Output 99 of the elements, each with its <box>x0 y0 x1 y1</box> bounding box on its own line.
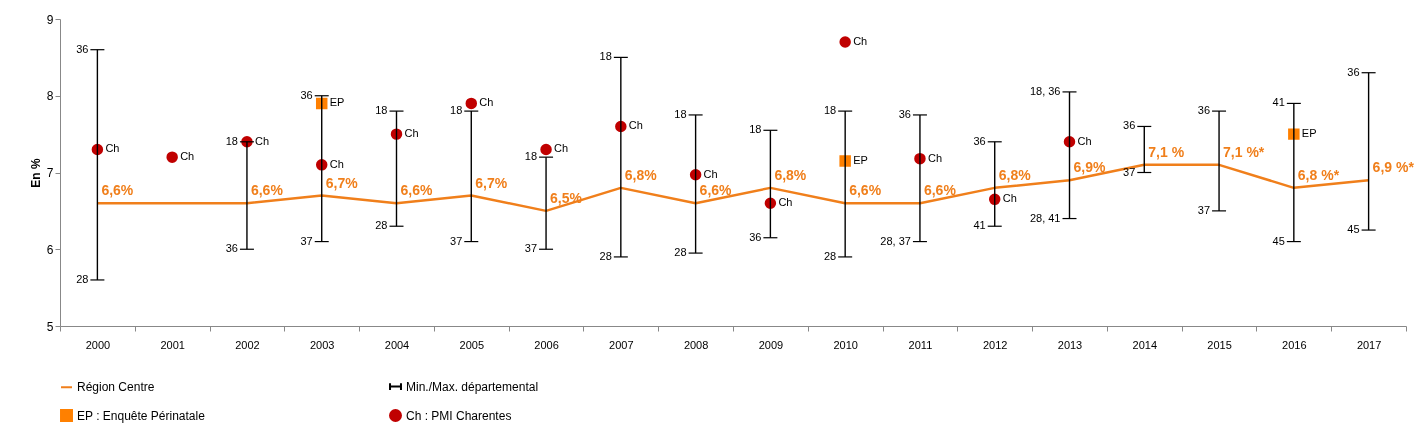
annotation: 18 <box>524 150 538 163</box>
data-label: Ch <box>703 167 718 180</box>
point <box>465 97 478 110</box>
annotation: 18 <box>749 123 762 136</box>
data-label: Ch <box>254 134 270 147</box>
point <box>839 36 851 48</box>
annotation: 36 <box>1347 65 1360 78</box>
data-label: Ch <box>628 119 643 132</box>
x-tick-label: 2014 <box>1132 338 1158 351</box>
data-label: Ch <box>554 142 569 155</box>
data-label: EP <box>1301 127 1317 140</box>
annotation: 41 <box>1272 96 1285 109</box>
y-tick-label: 6 <box>46 242 54 257</box>
annotation: 28, 37 <box>880 234 911 247</box>
y-axis-title: En % <box>28 158 43 188</box>
annotation: 36 <box>973 134 986 147</box>
x-tick-label: 2005 <box>459 338 485 351</box>
y-tick-label: 9 <box>46 12 54 27</box>
annotation: 45 <box>1272 234 1285 247</box>
x-tick-label: 2006 <box>534 338 559 351</box>
x-tick-label: 2013 <box>1057 338 1083 351</box>
data-label: Ch <box>1077 134 1092 147</box>
data-label: Ch <box>778 196 793 209</box>
x-tick-label: 2017 <box>1356 338 1382 351</box>
x-tick-label: 2016 <box>1282 338 1307 351</box>
x-tick-label: 2008 <box>683 338 709 351</box>
annotation: 18 <box>375 104 388 117</box>
x-tick-label: 2007 <box>609 338 634 351</box>
data-label: Ch <box>180 150 195 163</box>
annotation: 18 <box>450 104 463 117</box>
annotation: 28 <box>599 249 612 262</box>
annotation: 36 <box>300 88 313 101</box>
data-label: 6,9 %* <box>1372 159 1415 176</box>
data-label: 6,6% <box>400 182 433 199</box>
data-label: 6,8% <box>998 166 1032 183</box>
data-label: 6,6% <box>923 182 957 199</box>
annotation: 28 <box>375 219 388 232</box>
annotation: 18 <box>674 107 687 120</box>
legend-label: EP : Enquête Périnatale <box>77 408 206 423</box>
data-label: Ch <box>1002 192 1017 205</box>
x-tick-label: 2009 <box>758 338 784 351</box>
annotation: 18, 36 <box>1029 84 1061 97</box>
data-label: EP <box>329 96 345 109</box>
legend-label: Min./Max. départemental <box>406 379 539 394</box>
annotation: 36 <box>1197 104 1211 117</box>
data-label: 7,1 %* <box>1223 143 1265 160</box>
annotation: 36 <box>898 107 911 120</box>
data-label: Ch <box>105 142 120 155</box>
legend-label: Région Centre <box>77 380 155 395</box>
x-tick-label: 2003 <box>309 338 335 351</box>
data-label: Ch <box>853 35 868 48</box>
annotation: 37 <box>524 242 538 255</box>
data-label: 6,9% <box>1073 159 1106 176</box>
data-label: 7,1 % <box>1148 143 1185 160</box>
annotation: 28, 41 <box>1029 211 1061 224</box>
annotation: 45 <box>1347 223 1360 236</box>
data-label: Ch <box>329 157 344 170</box>
annotation: 28 <box>674 246 687 259</box>
data-label: 6,7% <box>325 174 359 191</box>
x-tick-label: 2004 <box>384 338 410 351</box>
annotation: 18 <box>823 104 837 117</box>
x-tick-label: 2002 <box>235 338 260 351</box>
data-label: EP <box>853 153 868 166</box>
annotation: 36 <box>225 242 238 255</box>
data-label: 6,6% <box>699 182 733 199</box>
data-label: Ch <box>927 151 943 164</box>
data-label: Ch <box>479 96 494 109</box>
annotation: 18 <box>225 134 238 147</box>
annotation: 36 <box>749 230 762 243</box>
annotation: 28 <box>76 272 89 285</box>
legend-label: Ch : PMI Charentes <box>406 408 512 423</box>
data-label: Ch <box>404 127 419 140</box>
data-label: 6,8 %* <box>1297 166 1340 183</box>
x-tick-label: 2001 <box>160 338 185 351</box>
annotation: 37 <box>300 234 313 247</box>
point <box>166 151 178 163</box>
y-tick-label: 8 <box>46 89 54 104</box>
data-label: 6,6% <box>849 182 882 199</box>
annotation: 37 <box>1197 203 1211 216</box>
data-label: 6,7% <box>475 174 508 191</box>
data-label: 6,6% <box>250 182 284 199</box>
annotation: 18 <box>599 50 612 63</box>
x-tick-label: 2011 <box>908 338 933 351</box>
data-label: 6,8% <box>774 166 807 183</box>
annotation: 41 <box>973 219 986 232</box>
y-tick-label: 7 <box>46 166 54 180</box>
annotation: 36 <box>76 42 89 55</box>
data-label: 6,6% <box>101 182 134 199</box>
annotation: 37 <box>1123 165 1136 178</box>
annotation: 28 <box>823 249 837 262</box>
annotation: 37 <box>450 234 463 247</box>
x-tick-label: 2015 <box>1207 338 1232 351</box>
annotation: 36 <box>1123 119 1136 132</box>
x-tick-label: 2000 <box>85 338 111 351</box>
point <box>540 143 552 156</box>
data-label: 6,8% <box>624 166 658 183</box>
x-tick-label: 2010 <box>833 338 858 351</box>
y-tick-label: 5 <box>46 319 54 334</box>
x-tick-label: 2012 <box>982 338 1008 351</box>
